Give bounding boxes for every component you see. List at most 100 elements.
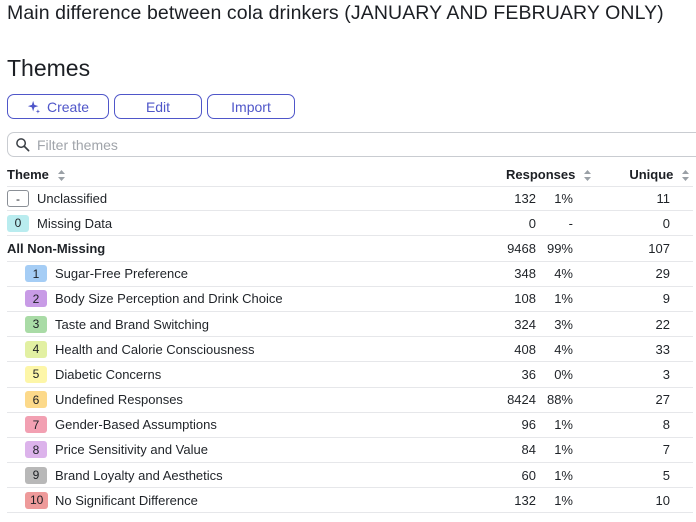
table-row[interactable]: All Non-Missing 9468 99% 107 bbox=[7, 236, 693, 262]
response-count: 60 bbox=[521, 467, 536, 483]
unique-count: 9 bbox=[662, 291, 670, 307]
table-row[interactable]: 4 Health and Calorie Consciousness 408 4% 33 bbox=[7, 337, 693, 363]
response-percent: 4% bbox=[554, 266, 573, 282]
unique-count: 29 bbox=[655, 266, 670, 282]
response-count: 96 bbox=[521, 417, 536, 433]
import-button[interactable]: Import bbox=[207, 94, 295, 119]
table-row[interactable]: 9 Brand Loyalty and Aesthetics 60 1% 5 bbox=[7, 463, 693, 489]
response-count: 132 bbox=[514, 492, 536, 508]
theme-label: Body Size Perception and Drink Choice bbox=[55, 291, 283, 307]
theme-toolbar: Create Edit Import bbox=[7, 94, 295, 119]
theme-label: Sugar-Free Preference bbox=[55, 266, 188, 282]
filter-themes-input[interactable] bbox=[37, 136, 437, 153]
response-count: 108 bbox=[514, 291, 536, 307]
response-percent: 0% bbox=[554, 366, 573, 382]
theme-badge: 3 bbox=[25, 315, 47, 333]
response-count: 324 bbox=[514, 316, 536, 332]
table-row[interactable]: 2 Body Size Perception and Drink Choice 10… bbox=[7, 287, 693, 312]
theme-label: Price Sensitivity and Value bbox=[55, 442, 208, 458]
search-icon bbox=[16, 138, 30, 152]
table-body: - Unclassified 132 1% 11 0 Missing Data 0-0 All … bbox=[7, 186, 693, 514]
table-row[interactable]: 0 Missing Data 0 - 0 bbox=[7, 211, 693, 237]
theme-label: Missing Data bbox=[37, 215, 113, 231]
theme-badge: 1 bbox=[25, 265, 47, 283]
unique-count: 0 bbox=[662, 215, 670, 231]
theme-badge: 4 bbox=[25, 340, 47, 358]
theme-badge: 7 bbox=[25, 416, 47, 434]
unique-count: 8 bbox=[662, 417, 670, 433]
response-count: 8424 bbox=[507, 392, 536, 408]
table-row[interactable]: 3 Taste and Brand Switching 324 3% 22 bbox=[7, 312, 693, 338]
response-percent: 3% bbox=[554, 316, 573, 332]
themes-table: Theme Responses Unique - Unclassified 132 1… bbox=[7, 162, 693, 514]
response-percent: 4% bbox=[554, 341, 573, 357]
theme-column-header[interactable]: Theme bbox=[7, 167, 65, 182]
response-percent: - bbox=[568, 215, 573, 231]
theme-column-label: Theme bbox=[7, 166, 49, 182]
table-row[interactable]: 7 Gender-Based Assumptions 96 1% 8 bbox=[7, 413, 693, 438]
theme-label: No Significant Difference bbox=[55, 492, 198, 508]
theme-badge: 2 bbox=[25, 290, 47, 308]
import-button-label: Import bbox=[231, 98, 271, 115]
theme-badge: 6 bbox=[25, 391, 47, 409]
table-row[interactable]: 1 Sugar-Free Preference 348 4% 29 bbox=[7, 262, 693, 287]
create-button-label: Create bbox=[46, 98, 90, 115]
response-count: 84 bbox=[521, 442, 536, 458]
theme-label: Unclassified bbox=[37, 191, 108, 207]
theme-label: Diabetic Concerns bbox=[55, 366, 162, 382]
unique-count: 107 bbox=[648, 240, 670, 256]
response-count: 36 bbox=[521, 366, 536, 382]
unique-count: 10 bbox=[655, 492, 670, 508]
theme-badge: - bbox=[7, 190, 29, 208]
table-row[interactable]: 10 No Significant Difference 132 1% 10 bbox=[7, 488, 693, 514]
theme-label: Taste and Brand Switching bbox=[55, 316, 209, 332]
section-heading: Themes bbox=[7, 55, 91, 81]
response-percent: 1% bbox=[554, 492, 573, 508]
unique-count: 3 bbox=[662, 366, 670, 382]
table-row[interactable]: 6 Undefined Responses 8424 88% 27 bbox=[7, 388, 693, 413]
table-row[interactable]: 8 Price Sensitivity and Value 84 1% 7 bbox=[7, 438, 693, 464]
response-count: 0 bbox=[528, 215, 536, 231]
sort-arrows-icon[interactable] bbox=[57, 169, 65, 181]
unique-count: 11 bbox=[656, 191, 671, 207]
sort-arrows-icon[interactable] bbox=[682, 169, 689, 181]
unique-column-header[interactable]: Unique bbox=[629, 167, 689, 182]
responses-column-header[interactable]: Responses bbox=[506, 167, 591, 182]
filter-themes-field[interactable] bbox=[7, 132, 696, 157]
theme-badge: 5 bbox=[25, 365, 47, 383]
response-percent: 88% bbox=[546, 392, 573, 408]
response-percent: 1% bbox=[554, 442, 573, 458]
response-count: 132 bbox=[514, 191, 536, 207]
page-title: Main difference between cola drinkers (J… bbox=[7, 2, 664, 24]
response-percent: 99% bbox=[546, 240, 573, 256]
sort-arrows-icon[interactable] bbox=[584, 169, 591, 181]
edit-button[interactable]: Edit bbox=[114, 94, 202, 119]
theme-badge: 8 bbox=[25, 441, 47, 459]
response-count: 9468 bbox=[507, 240, 536, 256]
theme-badge: 9 bbox=[25, 466, 47, 484]
table-row[interactable]: - Unclassified 132 1% 11 bbox=[7, 186, 693, 212]
theme-label: Gender-Based Assumptions bbox=[55, 417, 217, 433]
response-percent: 1% bbox=[554, 467, 573, 483]
responses-column-label: Responses bbox=[506, 166, 576, 182]
theme-label: Undefined Responses bbox=[55, 392, 183, 408]
response-count: 348 bbox=[514, 266, 536, 282]
response-count: 408 bbox=[514, 341, 536, 357]
theme-badge: 0 bbox=[7, 214, 29, 232]
unique-count: 5 bbox=[662, 467, 670, 483]
table-row[interactable]: 5 Diabetic Concerns 36 0% 3 bbox=[7, 362, 693, 388]
theme-label: Health and Calorie Consciousness bbox=[55, 341, 255, 357]
response-percent: 1% bbox=[554, 291, 573, 307]
theme-label: Brand Loyalty and Aesthetics bbox=[55, 467, 223, 483]
unique-count: 22 bbox=[655, 316, 670, 332]
table-header: Theme Responses Unique bbox=[7, 162, 693, 186]
theme-badge: 10 bbox=[25, 491, 49, 509]
sparkle-icon bbox=[27, 100, 41, 114]
unique-column-label: Unique bbox=[629, 166, 674, 182]
edit-button-label: Edit bbox=[145, 98, 171, 115]
create-button[interactable]: Create bbox=[7, 94, 109, 119]
response-percent: 1% bbox=[554, 191, 573, 207]
theme-label: All Non-Missing bbox=[7, 240, 106, 256]
unique-count: 33 bbox=[655, 341, 670, 357]
unique-count: 7 bbox=[662, 442, 670, 458]
